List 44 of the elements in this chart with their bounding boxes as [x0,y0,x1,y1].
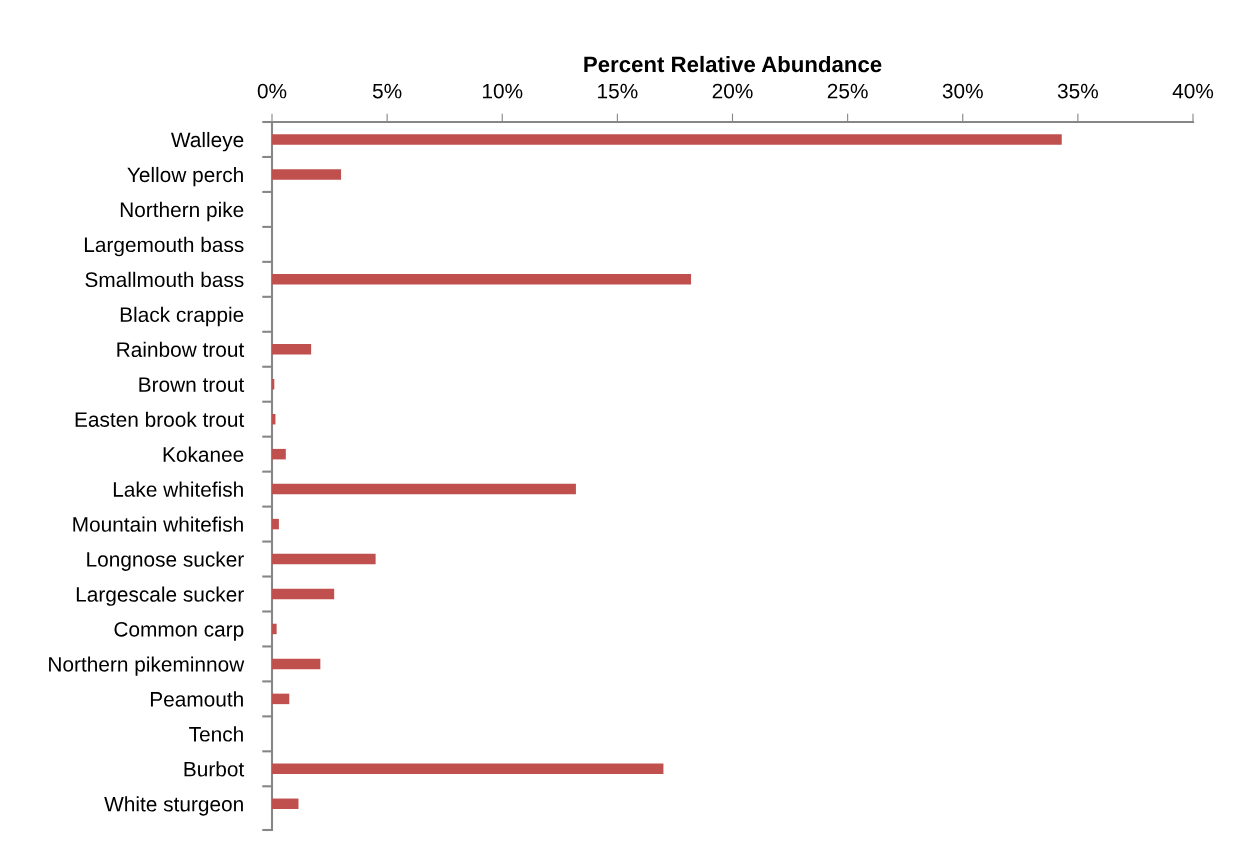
bar [272,658,321,670]
y-tick-label: Black crappie [120,306,244,327]
y-tick-label: Yellow perch [127,166,243,187]
bar [272,344,312,355]
y-tick-label: Kokanee [163,446,244,462]
y-tick-label: White sturgeon [104,796,243,816]
y-tick-label: Walleye [171,131,244,152]
y-tick-label: Smallmouth bass [85,271,244,288]
x-tick-label: 35% [1057,83,1098,99]
bar [272,518,279,530]
y-tick-label: Tench [189,726,243,742]
x-tick-label: 30% [942,83,983,99]
y-tick-label: Easten brook trout [75,411,245,427]
x-tick-label: 10% [482,83,523,99]
y-tick-label: Longnose sucker [87,551,244,571]
chart-title: Percent Relative Abundance [584,55,882,73]
bar [272,763,664,775]
bar [272,483,576,495]
y-tick-label: Largescale sucker [76,586,244,606]
y-tick-label: Northern pike [120,201,244,222]
y-tick-label: Burbot [184,761,245,777]
y-tick-label: Lake whitefish [113,481,243,497]
bar [272,623,277,635]
y-tick-label: Common carp [114,621,244,641]
y-tick-label: Largemouth bass [84,236,244,257]
y-tick-label: Brown trout [139,377,245,392]
x-tick-label: 5% [372,83,402,99]
bar [272,553,376,565]
x-tick-label: 25% [827,83,868,99]
bar [272,169,342,180]
bar [272,134,1062,145]
y-tick-label: Rainbow trout [117,341,245,358]
x-tick-label: 0% [257,83,287,99]
x-tick-label: 20% [712,83,753,99]
y-tick-label: Northern pikeminnow [49,656,245,676]
bar [272,274,692,285]
bar [272,448,286,460]
x-tick-label: 15% [598,83,638,99]
bar [272,588,335,600]
bar [272,798,299,810]
x-tick-label: 40% [1172,83,1214,99]
y-tick-label: Peamouth [150,691,243,707]
y-tick-label: Mountain whitefish [73,516,243,532]
bar [272,693,290,705]
